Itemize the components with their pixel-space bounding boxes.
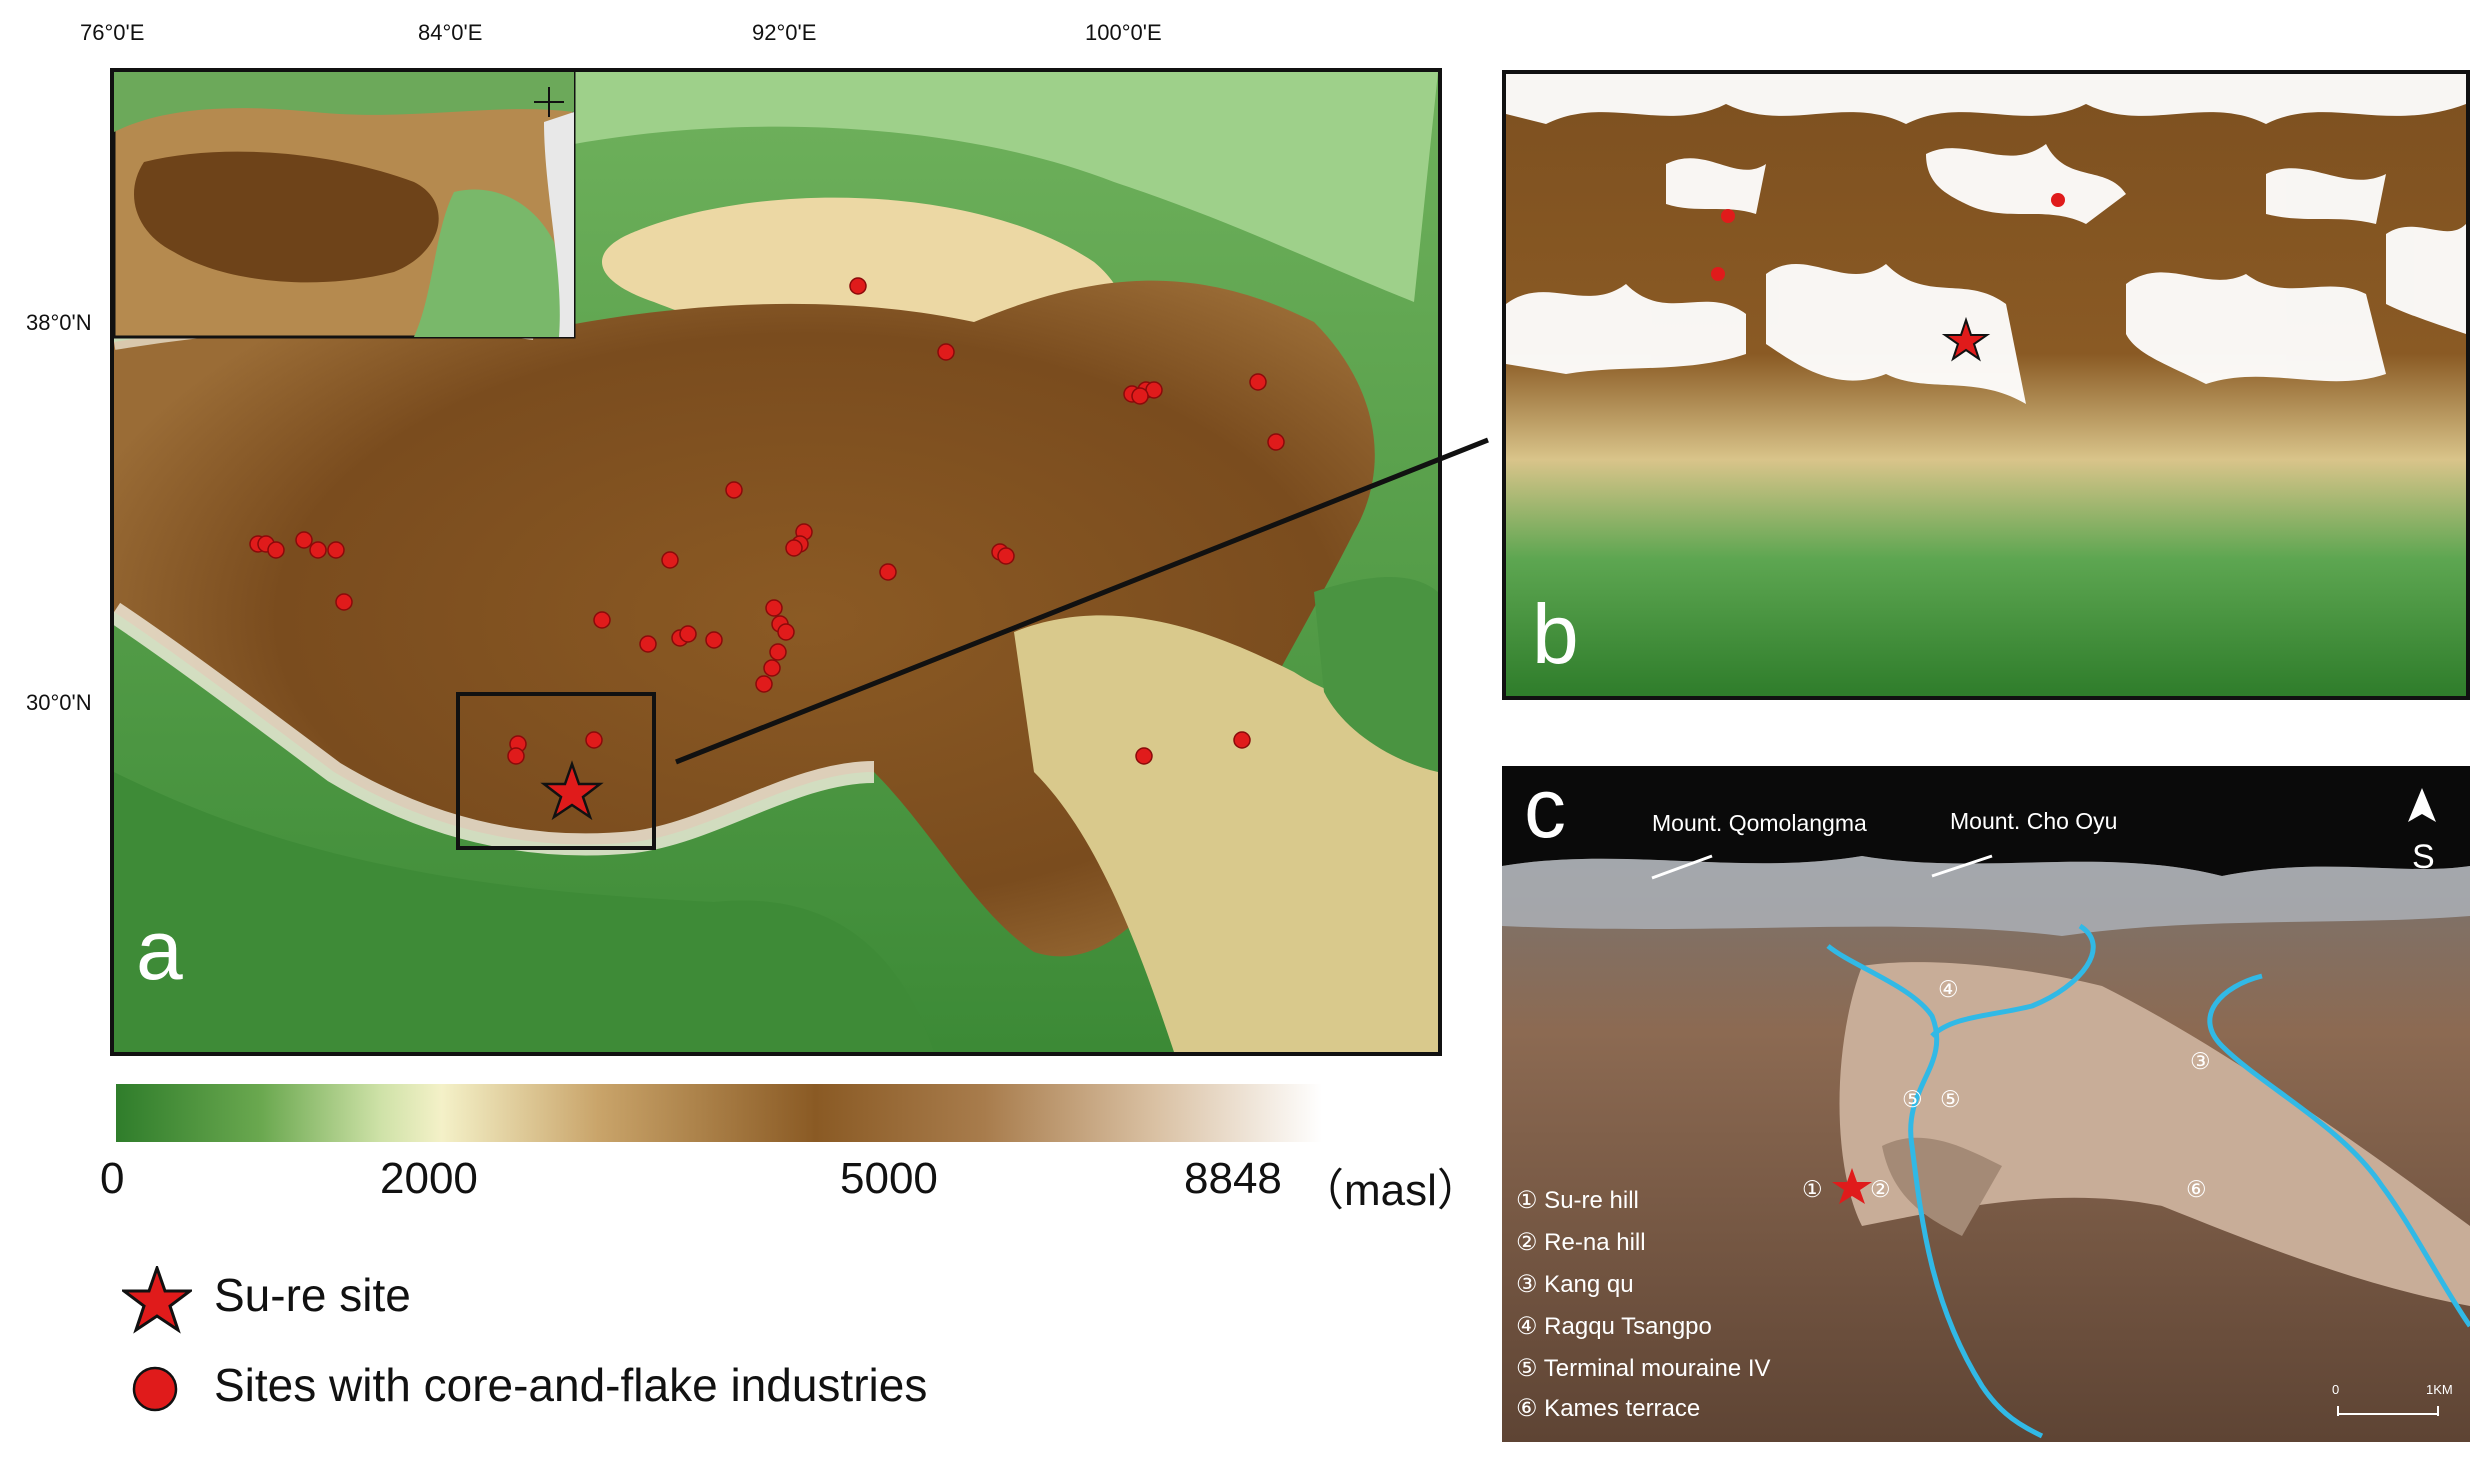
panel-c-photo: c Mount. Qomolangma Mount. Cho Oyu S ④ ③… <box>1502 766 2470 1442</box>
site-number: ⑤ <box>1902 1086 1923 1112</box>
su-re-star-marker-b <box>1941 316 1991 362</box>
key-item: ⑤ Terminal mouraine IV <box>1516 1355 1771 1382</box>
panel-b-map: b <box>1502 70 2470 700</box>
lon-tick: 92°0'E <box>752 20 817 45</box>
lon-tick: 84°0'E <box>418 20 483 45</box>
elevation-label: 2000 <box>380 1154 478 1203</box>
panel-c-letter: c <box>1524 766 1566 855</box>
scale-tick: 1KM <box>2426 1382 2453 1397</box>
key-item: ③ Kang qu <box>1516 1271 1634 1298</box>
site-number: ③ <box>2190 1048 2211 1074</box>
lat-tick: 30°0'N <box>26 690 92 715</box>
key-item: ④ Ragqu Tsangpo <box>1516 1313 1712 1340</box>
key-item: ① Su-re hill <box>1516 1187 1639 1214</box>
key-item: ② Re-na hill <box>1516 1229 1646 1256</box>
elevation-label: 8848 <box>1184 1154 1282 1203</box>
panel-a-letter: a <box>136 903 183 997</box>
elevation-color-bar <box>116 1084 1322 1142</box>
elevation-label: 5000 <box>840 1154 938 1203</box>
north-arrow-label: S <box>2412 838 2435 876</box>
scale-tick: 0 <box>2332 1382 2340 1397</box>
elevation-unit: （masl） <box>1300 1166 1481 1215</box>
legend-star-label: Su-re site <box>214 1269 411 1321</box>
key-item: ⑥ Kames terrace <box>1516 1395 1701 1422</box>
mount-cho-oyu-label: Mount. Cho Oyu <box>1950 808 2118 834</box>
panel-b-letter: b <box>1532 587 1579 681</box>
legend-dot-label: Sites with core-and-flake industries <box>214 1359 928 1411</box>
lon-tick: 100°0'E <box>1085 20 1162 45</box>
elevation-label: 0 <box>100 1154 125 1203</box>
su-re-star-marker-c <box>1832 1168 1872 1204</box>
site-number: ② <box>1870 1176 1891 1202</box>
site-number: ④ <box>1938 976 1959 1002</box>
panel-a-map: a <box>110 68 1442 1056</box>
site-number: ⑥ <box>2186 1176 2207 1202</box>
legend-dot-icon <box>132 1366 178 1412</box>
mount-qomolangma-label: Mount. Qomolangma <box>1652 810 1867 836</box>
lat-tick: 38°0'N <box>26 310 92 335</box>
site-number: ① <box>1802 1176 1823 1202</box>
legend-star-icon <box>122 1266 192 1334</box>
site-number: ⑤ <box>1940 1086 1961 1112</box>
su-re-star-marker <box>540 760 604 821</box>
lon-tick: 76°0'E <box>80 20 145 45</box>
